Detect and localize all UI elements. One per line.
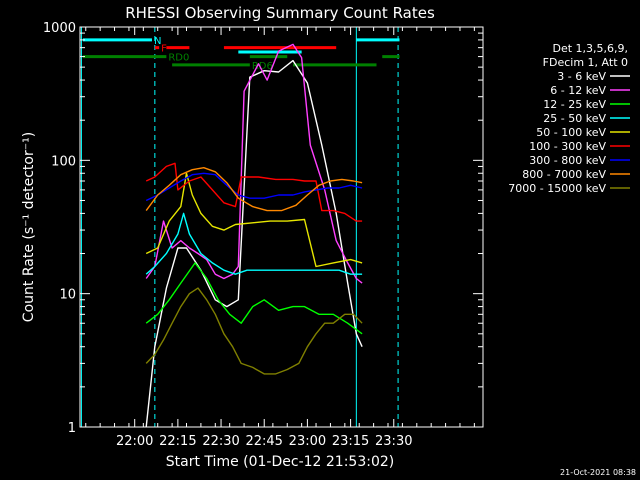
series-lines (145, 43, 363, 428)
y-axis-label: Count Rate (s⁻¹ detector⁻¹) (21, 132, 37, 322)
observing-bar-label-3: F (161, 44, 167, 55)
x-tick-label-5: 23:15 (332, 434, 369, 449)
x-tick-label-0: 22:00 (116, 434, 153, 449)
series-line-8 (145, 287, 363, 375)
date-stamp: 21-Oct-2021 08:38 (560, 468, 636, 477)
y-tick-label-3: 1000 (43, 21, 76, 36)
legend: Det 1,3,5,6,9, FDecim 1, Att 0 3 - 6 keV… (508, 42, 630, 195)
legend-label-6: 300 - 800 keV (529, 154, 606, 167)
vertical-markers (80, 27, 399, 427)
legend-label-3: 25 - 50 keV (543, 112, 606, 125)
x-tick-label-4: 23:00 (289, 434, 326, 449)
series-line-1 (145, 43, 363, 284)
legend-header-line-2: FDecim 1, Att 0 (543, 56, 628, 69)
series-line-6 (145, 172, 363, 202)
series-line-4 (145, 172, 363, 268)
x-axis-ticks: 22:00 22:15 22:30 22:45 23:00 23:15 23:30 (85, 27, 475, 449)
series-line-0 (145, 59, 363, 428)
y-tick-label-2: 100 (51, 154, 76, 169)
series-line-3 (145, 212, 363, 275)
x-tick-label-2: 22:30 (202, 434, 239, 449)
series-line-2 (145, 262, 363, 335)
x-tick-label-1: 22:15 (159, 434, 196, 449)
observing-bar-label-9: RD6 (252, 61, 273, 72)
legend-label-4: 50 - 100 keV (536, 126, 606, 139)
legend-label-2: 12 - 25 keV (543, 98, 606, 111)
y-tick-label-1: 10 (59, 288, 76, 303)
legend-label-5: 100 - 300 keV (529, 140, 606, 153)
x-tick-label-6: 23:30 (375, 434, 412, 449)
legend-header-line-1: Det 1,3,5,6,9, (552, 42, 628, 55)
series-line-7 (145, 166, 363, 212)
observing-bar-label-6: RD0 (168, 53, 189, 64)
x-tick-label-3: 22:45 (245, 434, 282, 449)
observing-bar-label-0: N (154, 36, 161, 47)
series-line-5 (145, 162, 363, 222)
plot-frame (79, 26, 484, 428)
legend-label-8: 7000 - 15000 keV (508, 182, 606, 195)
y-tick-label-0: 1 (68, 421, 76, 436)
legend-label-0: 3 - 6 keV (557, 70, 606, 83)
chart-title: RHESSI Observing Summary Count Rates (125, 4, 435, 22)
legend-label-7: 800 - 7000 keV (522, 168, 606, 181)
legend-label-1: 6 - 12 keV (550, 84, 606, 97)
x-axis-label: Start Time (01-Dec-12 21:53:02) (166, 454, 394, 470)
y-axis-ticks: 1 10 100 1000 (43, 21, 483, 436)
